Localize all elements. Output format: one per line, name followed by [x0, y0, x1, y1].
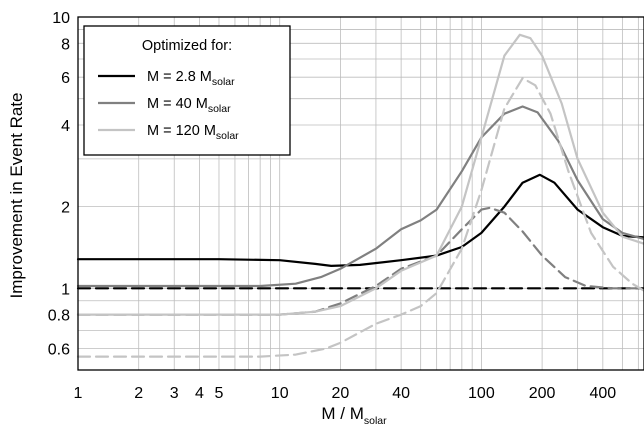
x-tick-label: 40 — [392, 385, 410, 402]
x-tick-label: 3 — [170, 385, 179, 402]
y-tick-label: 2 — [61, 200, 70, 217]
series-line-0 — [76, 173, 644, 267]
x-tick-label: 20 — [332, 385, 350, 402]
x-axis-label-main: M / M — [321, 404, 364, 423]
y-tick-label: 4 — [61, 118, 70, 135]
legend-entry-sub: solar — [216, 130, 239, 142]
x-tick-label: 5 — [215, 385, 224, 402]
legend-entry-1: M = 40 Msolar — [147, 96, 231, 115]
y-tick-label: 1 — [61, 281, 70, 298]
legend-entry-label: M = 120 M — [147, 123, 216, 139]
y-tick-label: 10 — [52, 10, 70, 27]
x-tick-labels: 1 2 3 4 5 10 20 40 100 200 400 — [74, 385, 617, 402]
x-tick-label: 200 — [529, 385, 556, 402]
x-tick-label: 400 — [589, 385, 616, 402]
x-tick-label: 10 — [271, 385, 289, 402]
plot-frame — [77, 16, 644, 371]
y-tick-label: 0.8 — [48, 308, 70, 325]
series-line-4 — [76, 33, 644, 316]
series-line-5 — [76, 77, 644, 358]
x-tick-label: 1 — [74, 385, 83, 402]
y-tick-labels: 0.6 0.8 1 2 4 6 8 10 — [48, 10, 70, 359]
series-lines — [76, 33, 644, 358]
x-axis-label: M / Msolar — [321, 404, 387, 427]
x-tick-label: 2 — [134, 385, 143, 402]
legend-entry-sub: solar — [208, 103, 231, 115]
legend-box — [83, 25, 291, 156]
y-tick-label: 8 — [61, 36, 70, 53]
legend-title: Optimized for: — [142, 38, 232, 54]
x-tick-label: 4 — [195, 385, 204, 402]
y-tick-label: 6 — [61, 70, 70, 87]
x-tick-label: 100 — [468, 385, 495, 402]
series-line-3 — [76, 206, 644, 316]
x-axis-label-sub: solar — [364, 415, 387, 427]
legend-entry-label: M = 40 M — [147, 96, 208, 112]
legend-entry-label: M = 2.8 M — [147, 69, 212, 85]
legend-entry-2: M = 120 Msolar — [147, 123, 239, 142]
y-axis-label: Improvement in Event Rate — [7, 93, 26, 299]
legend-entry-sub: solar — [212, 76, 235, 88]
legend-entry-0: M = 2.8 Msolar — [147, 69, 235, 88]
y-tick-label: 0.6 — [48, 342, 70, 359]
series-line-2 — [76, 105, 644, 288]
